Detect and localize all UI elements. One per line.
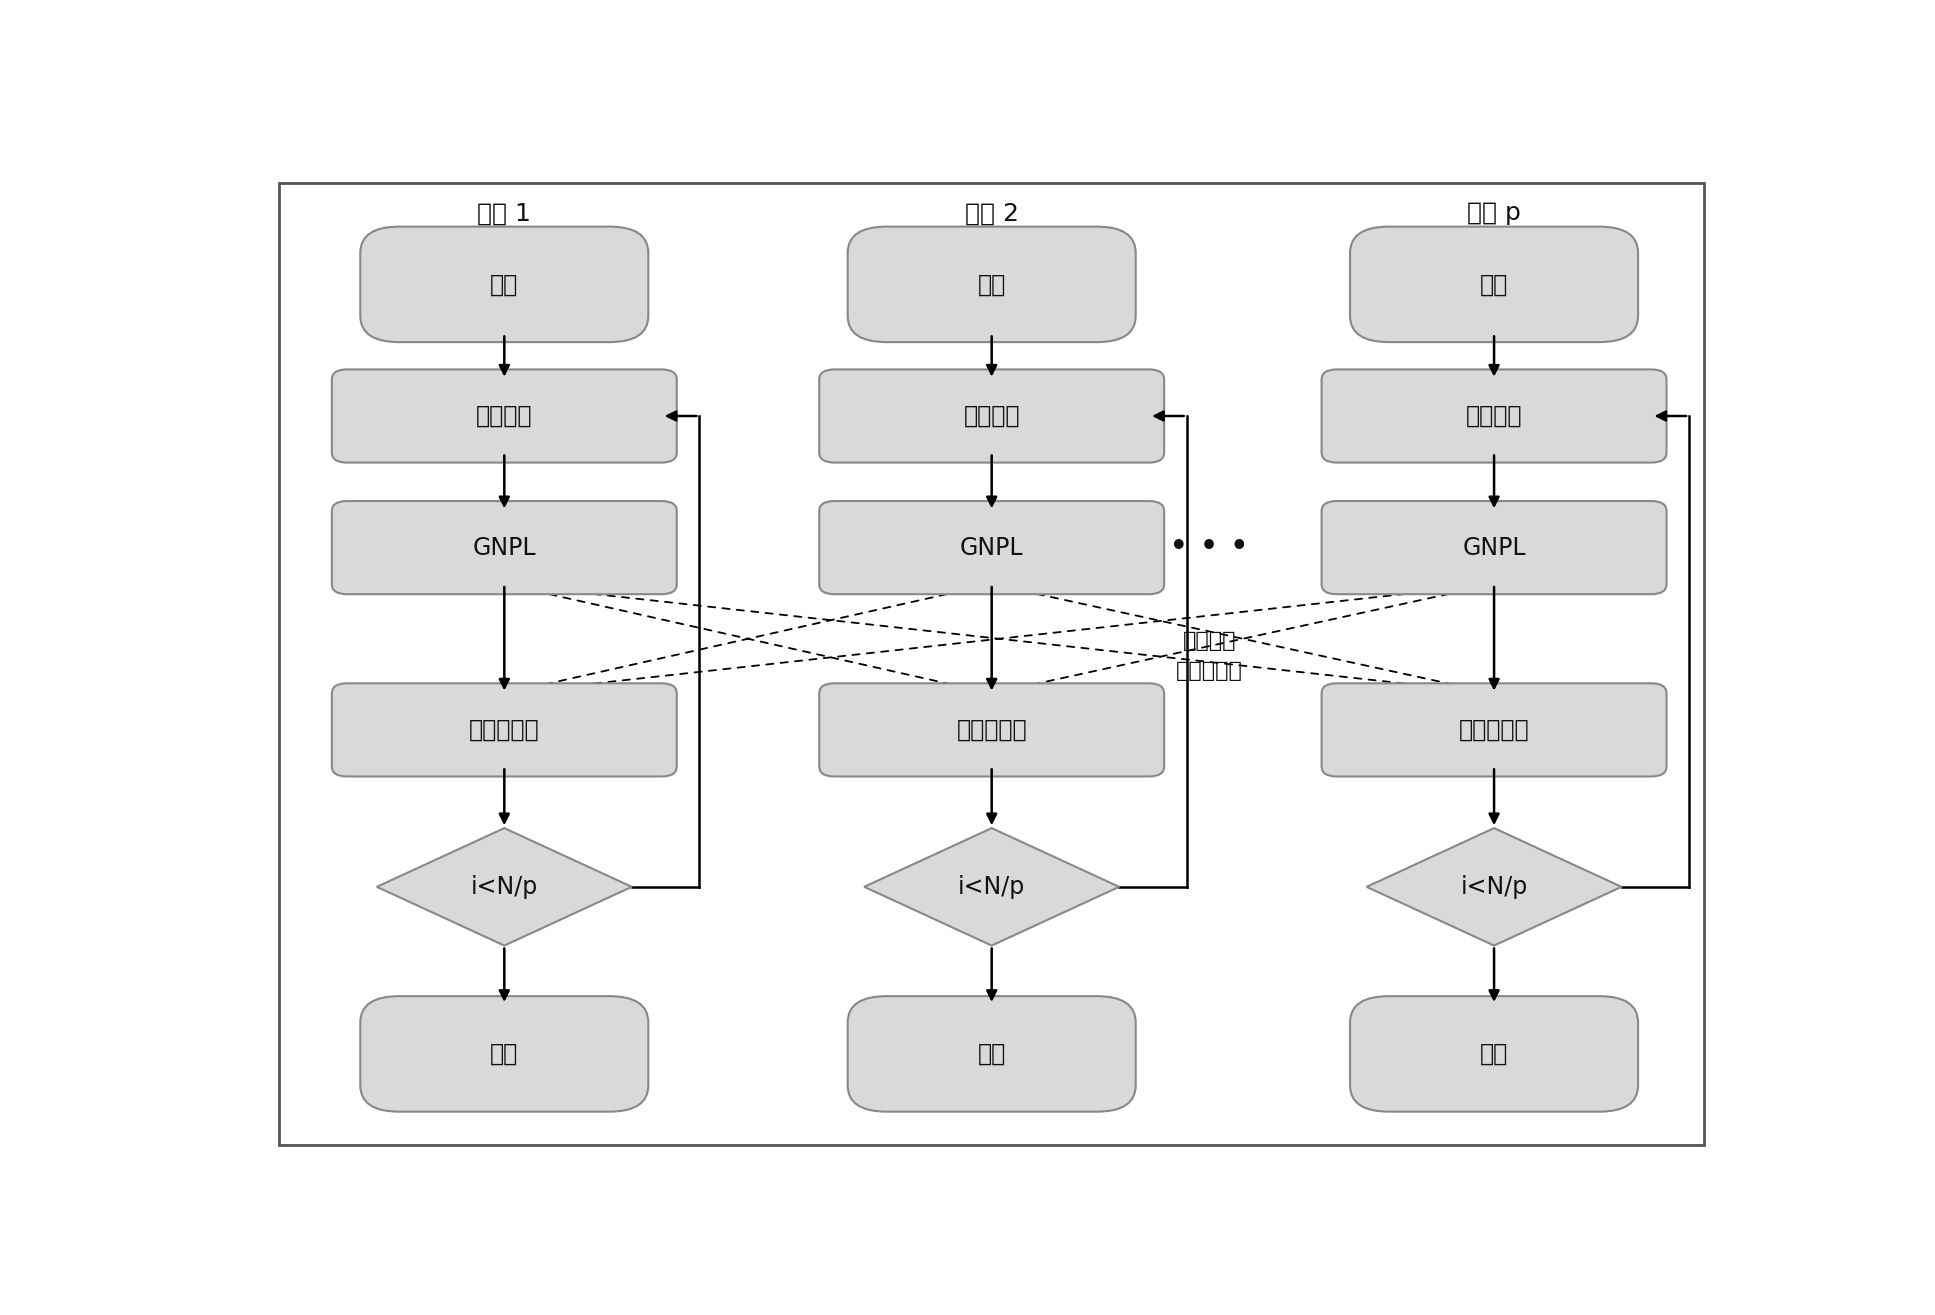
FancyBboxPatch shape: [819, 370, 1165, 463]
Text: 结束: 结束: [977, 1041, 1006, 1066]
Text: 开始: 开始: [490, 272, 519, 296]
FancyBboxPatch shape: [333, 370, 677, 463]
Text: 保存量化表: 保存量化表: [956, 718, 1027, 742]
Text: 保存量化表: 保存量化表: [468, 718, 540, 742]
FancyBboxPatch shape: [333, 501, 677, 594]
FancyBboxPatch shape: [1322, 501, 1666, 594]
FancyBboxPatch shape: [1351, 997, 1639, 1111]
FancyBboxPatch shape: [848, 997, 1136, 1111]
Text: • • •: • • •: [1169, 531, 1250, 564]
Text: 开始: 开始: [1480, 272, 1507, 296]
Text: i<N/p: i<N/p: [1461, 874, 1529, 899]
Text: 读取数据: 读取数据: [964, 404, 1020, 427]
Text: GNPL: GNPL: [1463, 535, 1527, 560]
FancyBboxPatch shape: [848, 226, 1136, 342]
FancyBboxPatch shape: [333, 684, 677, 776]
Text: 进程 p: 进程 p: [1467, 201, 1521, 225]
Text: 读取数据: 读取数据: [1467, 404, 1523, 427]
Text: 各处理器
之间的通信: 各处理器 之间的通信: [1176, 631, 1242, 681]
Text: 结束: 结束: [1480, 1041, 1507, 1066]
Text: 进程 2: 进程 2: [966, 201, 1018, 225]
Text: i<N/p: i<N/p: [470, 874, 538, 899]
Text: i<N/p: i<N/p: [958, 874, 1026, 899]
Text: 读取数据: 读取数据: [476, 404, 532, 427]
Text: GNPL: GNPL: [960, 535, 1024, 560]
Text: 结束: 结束: [490, 1041, 519, 1066]
FancyBboxPatch shape: [1322, 684, 1666, 776]
Text: 保存量化表: 保存量化表: [1459, 718, 1529, 742]
Polygon shape: [865, 828, 1118, 945]
FancyBboxPatch shape: [1351, 226, 1639, 342]
FancyBboxPatch shape: [819, 501, 1165, 594]
FancyBboxPatch shape: [360, 997, 648, 1111]
FancyBboxPatch shape: [1322, 370, 1666, 463]
Text: 进程 1: 进程 1: [478, 201, 532, 225]
FancyBboxPatch shape: [360, 226, 648, 342]
Text: 开始: 开始: [977, 272, 1006, 296]
Text: GNPL: GNPL: [472, 535, 536, 560]
FancyBboxPatch shape: [819, 684, 1165, 776]
Polygon shape: [1366, 828, 1622, 945]
Polygon shape: [377, 828, 633, 945]
